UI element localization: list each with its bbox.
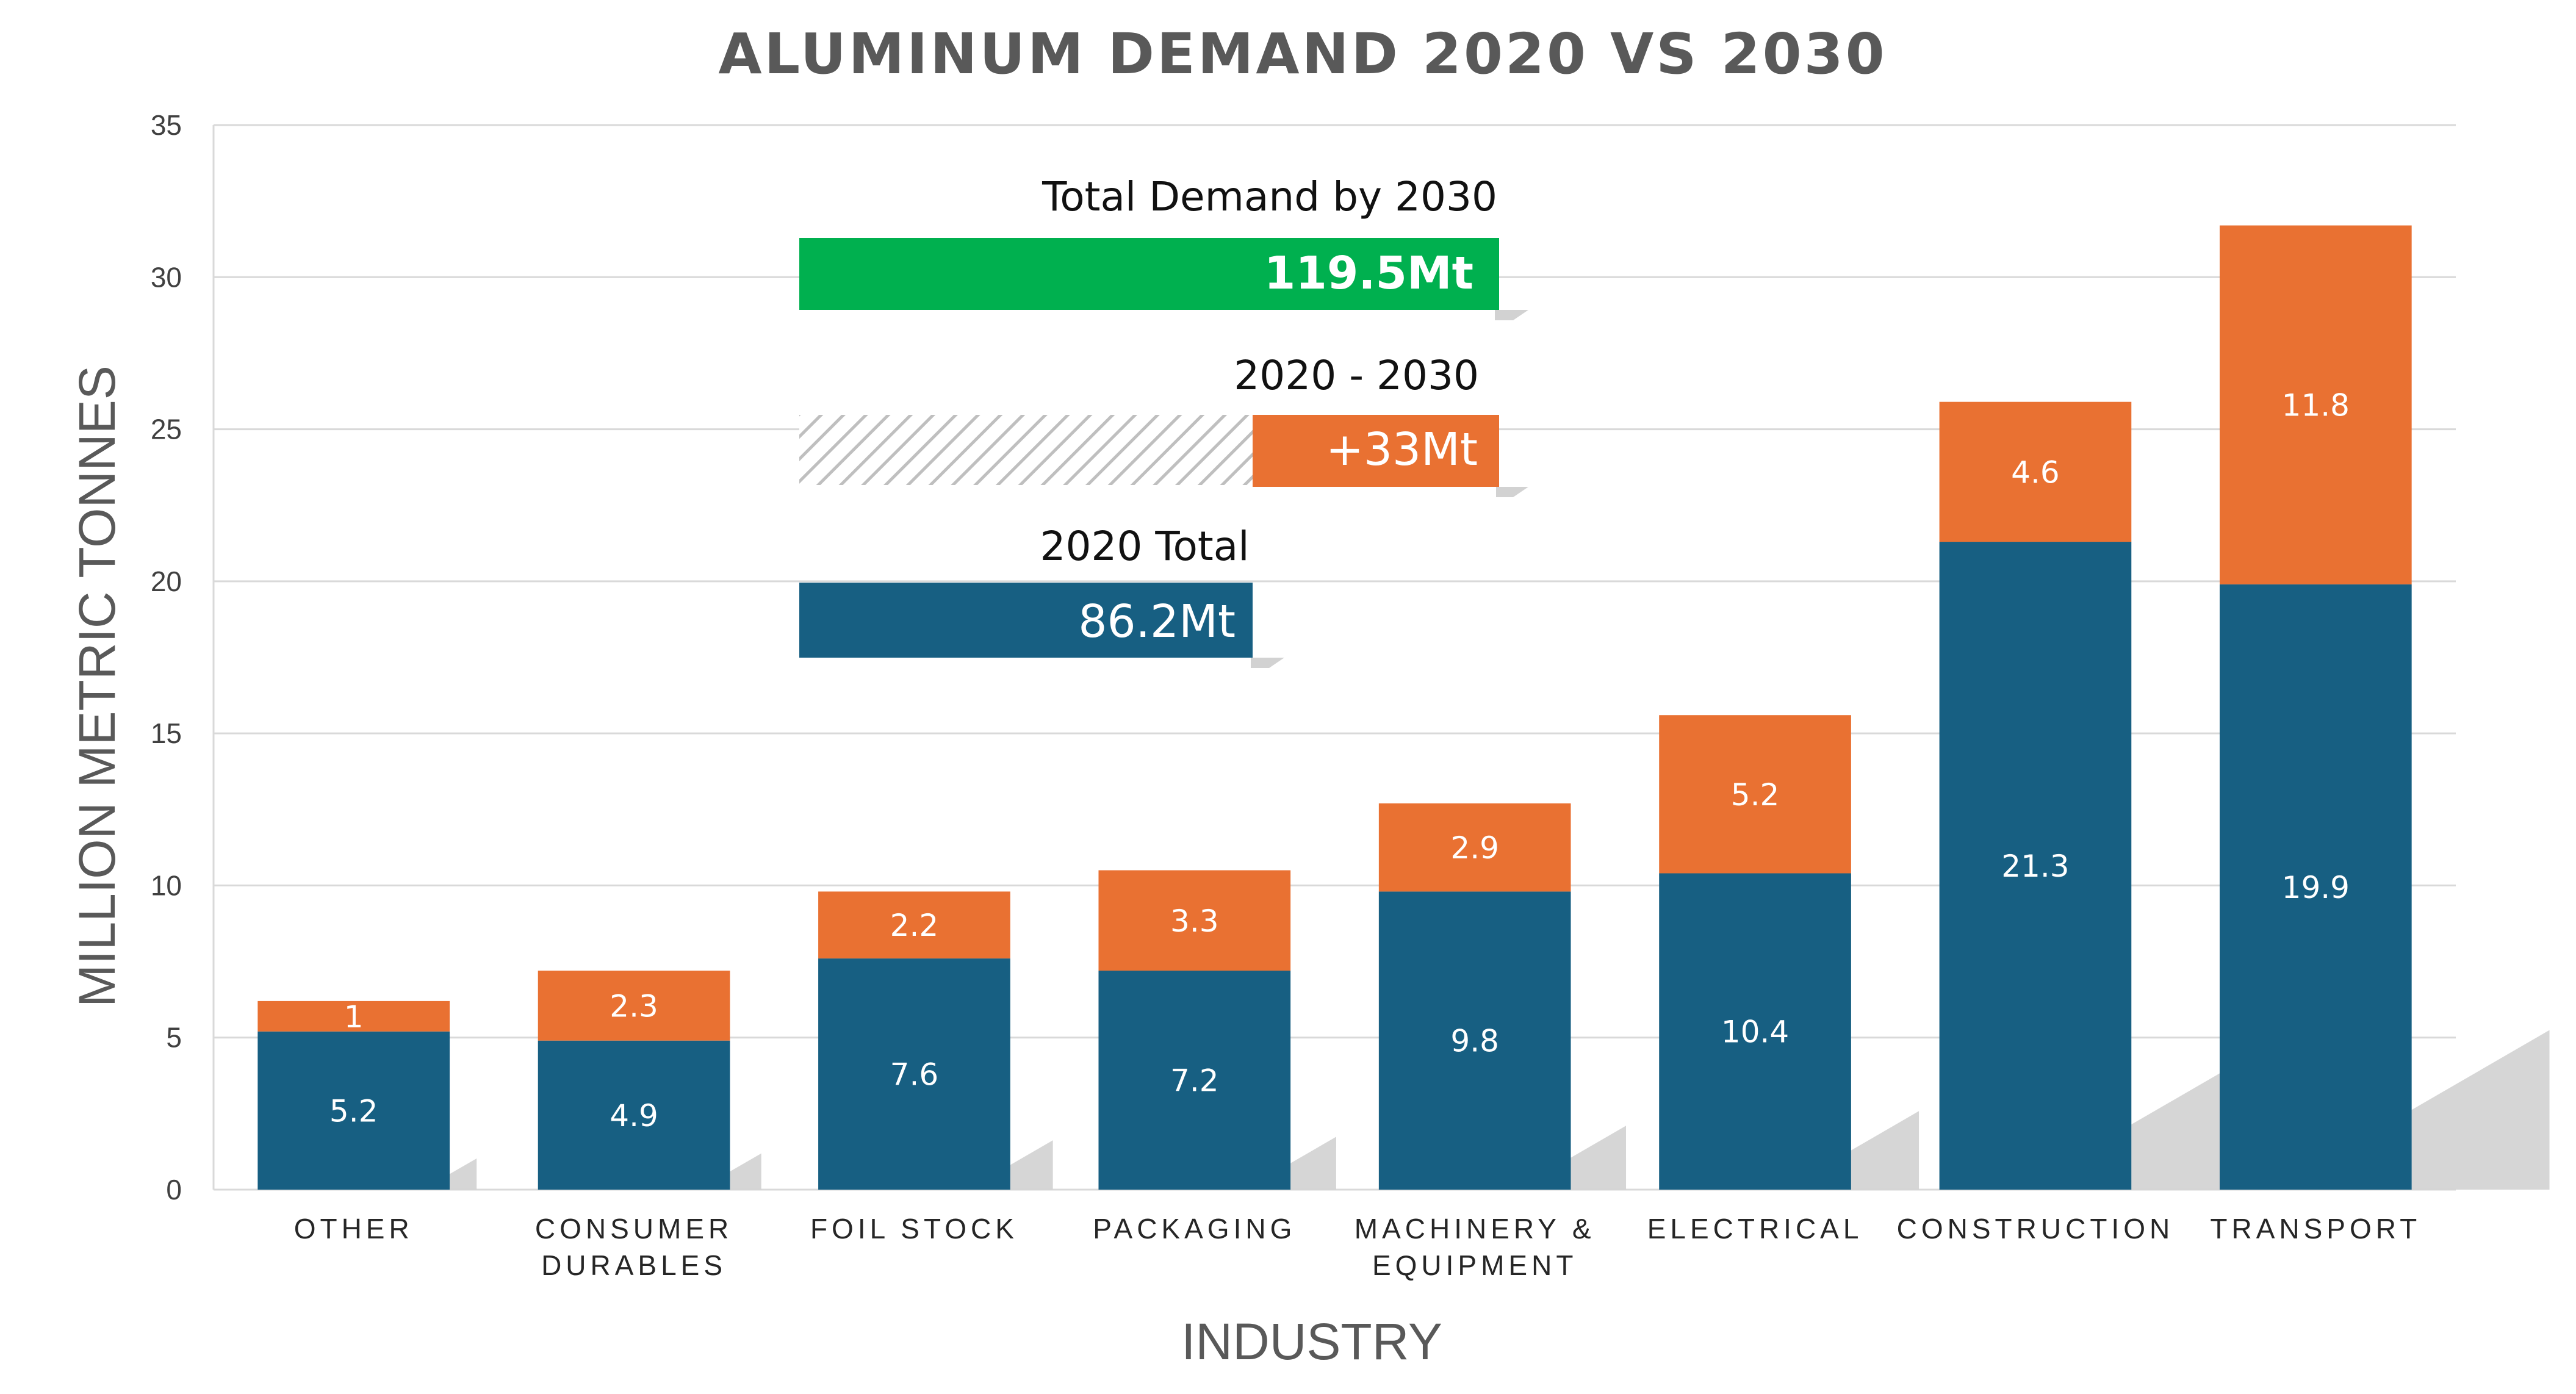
- total-2030-shadow: [1495, 310, 1528, 320]
- y-tick-label: 0: [166, 1174, 182, 1205]
- bar-growth-value-label: 2.9: [1450, 830, 1499, 866]
- bar-shadow: [450, 1158, 477, 1190]
- x-category-label: CONSUMER: [535, 1213, 733, 1245]
- bar-growth-value-label: 11.8: [2282, 388, 2350, 423]
- bar-2020-segment: [538, 1040, 730, 1190]
- bar-2020-value-label: 9.8: [1450, 1024, 1499, 1059]
- bar-2020-value-label: 7.6: [890, 1057, 939, 1093]
- bar-2020-value-label: 7.2: [1170, 1063, 1219, 1099]
- x-category-label: OTHER: [294, 1213, 414, 1245]
- growth-bar: [1253, 415, 1499, 487]
- x-category-label: TRANSPORT: [2210, 1213, 2421, 1245]
- summary-annotations: Total Demand by 2030 119.5Mt 2020 - 2030…: [799, 173, 1528, 668]
- bar-growth-segment: [1098, 870, 1291, 971]
- growth-annotation: 2020 - 2030 +33Mt: [799, 352, 1528, 497]
- y-axis-title: MILLION METRIC TONNES: [68, 365, 126, 1007]
- bar-growth-value-label: 2.2: [890, 908, 939, 943]
- y-tick-label: 20: [151, 566, 182, 597]
- x-category-label: PACKAGING: [1093, 1213, 1296, 1245]
- growth-label: 2020 - 2030: [1234, 352, 1479, 399]
- y-tick-label: 25: [151, 414, 182, 445]
- bar-shadow: [2131, 1059, 2244, 1190]
- x-axis-title: INDUSTRY: [1181, 1313, 1442, 1370]
- total-2030-value: 119.5Mt: [1264, 247, 1473, 300]
- bar-2020-value-label: 19.9: [2282, 870, 2350, 905]
- bar-2020-segment: [2219, 584, 2412, 1190]
- bar-growth-segment: [1939, 401, 2132, 542]
- y-tick-label: 15: [151, 717, 182, 749]
- bar-growth-value-label: 4.6: [2011, 454, 2060, 490]
- bar-growth-segment: [538, 971, 730, 1041]
- x-category-label: CONSTRUCTION: [1897, 1213, 2175, 1245]
- chart-title: ALUMINUM DEMAND 2020 VS 2030: [718, 21, 1887, 87]
- bar-shadows: [450, 1030, 2550, 1190]
- x-category-label: ELECTRICAL: [1647, 1213, 1863, 1245]
- y-axis-ticks: 0 5 10 15 20 25 30 35: [151, 109, 182, 1205]
- y-tick-label: 30: [151, 261, 182, 293]
- bar-shadow: [1851, 1111, 1919, 1190]
- bar-shadow: [1010, 1140, 1053, 1190]
- x-category-label: MACHINERY &: [1355, 1213, 1596, 1245]
- y-tick-label: 10: [151, 869, 182, 901]
- growth-hatched-bar: [799, 415, 1253, 485]
- bars: 5.2 1 4.9 2.3 7.6 2.2 7.2 3.3 9.8 2.9 10.4 5.2 21.3 4…: [257, 225, 2412, 1190]
- total-2030-annotation: Total Demand by 2030 119.5Mt: [799, 173, 1528, 320]
- bar-growth-segment: [818, 891, 1010, 959]
- x-category-label: DURABLES: [541, 1249, 727, 1281]
- bar-growth-segment: [2219, 225, 2412, 584]
- total-2020-label: 2020 Total: [1040, 523, 1249, 570]
- x-category-label: FOIL STOCK: [810, 1213, 1018, 1245]
- bar-2020-value-label: 4.9: [610, 1098, 658, 1134]
- bar-growth-value-label: 2.3: [610, 988, 658, 1024]
- y-tick-label: 5: [166, 1022, 182, 1054]
- bar-growth-segment: [1659, 715, 1851, 874]
- bar-growth-segment: [1378, 803, 1571, 892]
- bar-growth-value-label: 1: [344, 999, 364, 1035]
- y-tick-label: 35: [151, 109, 182, 141]
- bar-shadow: [1290, 1137, 1336, 1190]
- bar-shadow: [730, 1153, 761, 1190]
- bar-2020-segment: [1378, 891, 1571, 1190]
- bar-2020-segment: [257, 1031, 450, 1190]
- total-2030-bar: [799, 238, 1499, 310]
- total-2020-shadow: [1251, 658, 1284, 668]
- bar-2020-segment: [1939, 542, 2132, 1190]
- total-2020-value: 86.2Mt: [1078, 595, 1236, 648]
- bar-2020-segment: [818, 958, 1010, 1190]
- bar-growth-segment: [257, 1001, 450, 1032]
- bar-2020-segment: [1098, 971, 1291, 1190]
- bar-growth-value-label: 5.2: [1731, 777, 1780, 813]
- bar-2020-value-label: 21.3: [2001, 849, 2069, 884]
- bar-shadow: [1570, 1126, 1627, 1190]
- bar-2020-segment: [1659, 873, 1851, 1190]
- bar-growth-value-label: 3.3: [1170, 904, 1219, 939]
- x-category-label: EQUIPMENT: [1372, 1249, 1577, 1281]
- bar-2020-value-label: 5.2: [329, 1093, 378, 1129]
- x-axis-categories: OTHER CONSUMER DURABLES FOIL STOCK PACKAGING…: [294, 1213, 2421, 1281]
- total-2030-label: Total Demand by 2030: [1042, 173, 1497, 220]
- growth-value: +33Mt: [1326, 423, 1478, 476]
- bar-shadow: [2411, 1030, 2550, 1190]
- growth-shadow: [1496, 487, 1528, 497]
- bar-2020-value-label: 10.4: [1721, 1015, 1789, 1050]
- total-2020-annotation: 2020 Total 86.2Mt: [799, 523, 1284, 668]
- total-2020-bar: [799, 583, 1253, 658]
